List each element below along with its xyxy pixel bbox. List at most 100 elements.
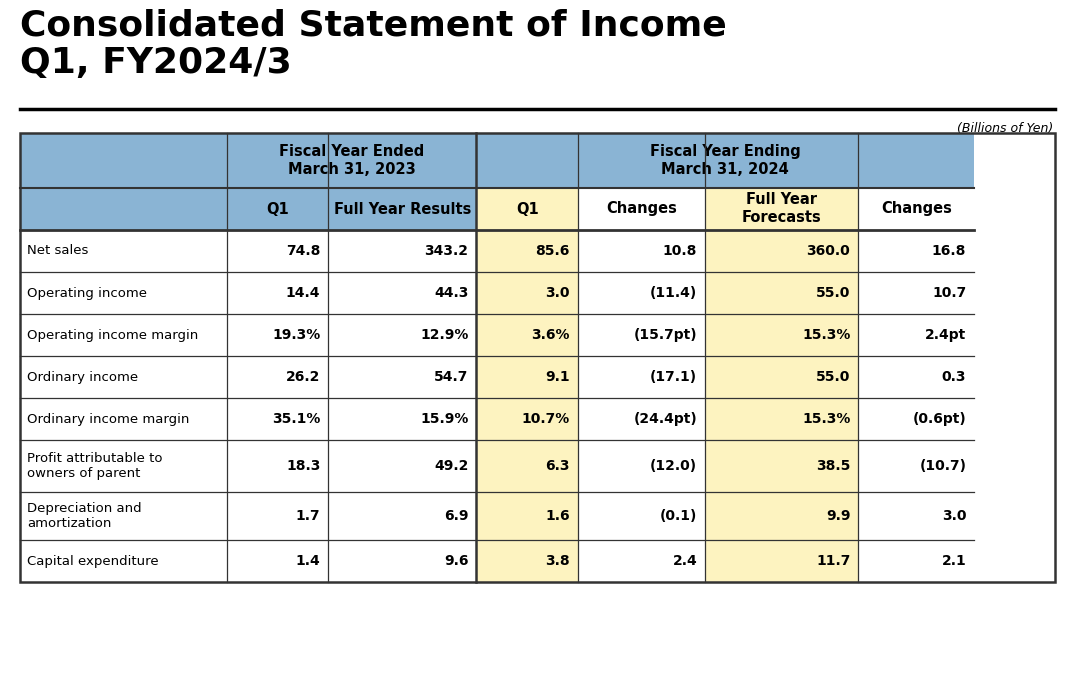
- Text: 16.8: 16.8: [932, 244, 966, 258]
- Text: 14.4: 14.4: [286, 286, 320, 300]
- Bar: [329, 398, 477, 440]
- Bar: [227, 133, 477, 188]
- Bar: [578, 314, 705, 356]
- Bar: [227, 356, 329, 398]
- Text: (Billions of Yen): (Billions of Yen): [956, 122, 1053, 135]
- Bar: [20, 398, 227, 440]
- Text: 44.3: 44.3: [434, 286, 468, 300]
- Bar: [477, 398, 578, 440]
- Bar: [477, 440, 578, 492]
- Text: (11.4): (11.4): [650, 286, 697, 300]
- Text: 3.0: 3.0: [941, 509, 966, 523]
- Bar: [477, 492, 578, 540]
- Text: Capital expenditure: Capital expenditure: [27, 554, 159, 567]
- Bar: [20, 133, 227, 188]
- Bar: [20, 133, 1055, 582]
- Text: 15.3%: 15.3%: [802, 412, 850, 426]
- Text: Ordinary income margin: Ordinary income margin: [27, 412, 190, 425]
- Bar: [477, 272, 578, 314]
- Text: 9.1: 9.1: [545, 370, 570, 384]
- Bar: [20, 440, 227, 492]
- Bar: [705, 356, 858, 398]
- Text: 85.6: 85.6: [536, 244, 570, 258]
- Text: 343.2: 343.2: [424, 244, 468, 258]
- Bar: [858, 314, 975, 356]
- Text: 3.8: 3.8: [545, 554, 570, 568]
- Bar: [578, 272, 705, 314]
- Bar: [329, 314, 477, 356]
- Text: Changes: Changes: [606, 201, 677, 216]
- Bar: [705, 188, 858, 230]
- Text: Fiscal Year Ending
March 31, 2024: Fiscal Year Ending March 31, 2024: [650, 144, 801, 177]
- Bar: [858, 492, 975, 540]
- Bar: [227, 272, 329, 314]
- Text: Profit attributable to
owners of parent: Profit attributable to owners of parent: [27, 452, 163, 480]
- Text: Operating income: Operating income: [27, 287, 147, 299]
- Bar: [20, 230, 227, 272]
- Text: 55.0: 55.0: [816, 286, 850, 300]
- Bar: [858, 540, 975, 582]
- Bar: [858, 356, 975, 398]
- Text: Changes: Changes: [880, 201, 952, 216]
- Bar: [477, 230, 578, 272]
- Text: 55.0: 55.0: [816, 370, 850, 384]
- Bar: [705, 314, 858, 356]
- Text: (0.6pt): (0.6pt): [912, 412, 966, 426]
- Text: Full Year Results: Full Year Results: [334, 201, 471, 216]
- Bar: [227, 540, 329, 582]
- Bar: [329, 272, 477, 314]
- Bar: [329, 440, 477, 492]
- Bar: [578, 356, 705, 398]
- Text: 15.9%: 15.9%: [420, 412, 468, 426]
- Text: 360.0: 360.0: [806, 244, 850, 258]
- Bar: [578, 398, 705, 440]
- Text: Depreciation and
amortization: Depreciation and amortization: [27, 502, 141, 530]
- Bar: [227, 440, 329, 492]
- Bar: [20, 188, 227, 230]
- Text: 2.4pt: 2.4pt: [925, 328, 966, 342]
- Bar: [858, 440, 975, 492]
- Text: 1.7: 1.7: [296, 509, 320, 523]
- Bar: [329, 188, 477, 230]
- Bar: [477, 188, 578, 230]
- Bar: [20, 492, 227, 540]
- Text: 18.3: 18.3: [286, 459, 320, 473]
- Text: Net sales: Net sales: [27, 245, 89, 258]
- Bar: [20, 356, 227, 398]
- Bar: [227, 398, 329, 440]
- Text: 9.6: 9.6: [444, 554, 468, 568]
- Text: Ordinary income: Ordinary income: [27, 370, 138, 383]
- Text: Consolidated Statement of Income: Consolidated Statement of Income: [20, 8, 727, 42]
- Text: 2.4: 2.4: [673, 554, 697, 568]
- Text: 9.9: 9.9: [826, 509, 850, 523]
- Bar: [858, 230, 975, 272]
- Bar: [477, 540, 578, 582]
- Text: 12.9%: 12.9%: [420, 328, 468, 342]
- Text: 6.9: 6.9: [444, 509, 468, 523]
- Text: 35.1%: 35.1%: [272, 412, 320, 426]
- Text: 0.3: 0.3: [941, 370, 966, 384]
- Text: 19.3%: 19.3%: [272, 328, 320, 342]
- Bar: [705, 492, 858, 540]
- Text: Q1, FY2024/3: Q1, FY2024/3: [20, 46, 291, 80]
- Bar: [227, 188, 329, 230]
- Text: 11.7: 11.7: [816, 554, 850, 568]
- Text: 2.1: 2.1: [941, 554, 966, 568]
- Text: 10.7: 10.7: [932, 286, 966, 300]
- Text: 54.7: 54.7: [434, 370, 468, 384]
- Bar: [578, 230, 705, 272]
- Bar: [227, 492, 329, 540]
- Bar: [477, 314, 578, 356]
- Text: Fiscal Year Ended
March 31, 2023: Fiscal Year Ended March 31, 2023: [280, 144, 424, 177]
- Bar: [705, 540, 858, 582]
- Text: 26.2: 26.2: [286, 370, 320, 384]
- Bar: [20, 540, 227, 582]
- Text: (17.1): (17.1): [650, 370, 697, 384]
- Bar: [705, 440, 858, 492]
- Bar: [329, 492, 477, 540]
- Bar: [329, 230, 477, 272]
- Bar: [705, 272, 858, 314]
- Text: 38.5: 38.5: [816, 459, 850, 473]
- Text: (24.4pt): (24.4pt): [633, 412, 697, 426]
- Text: 10.8: 10.8: [663, 244, 697, 258]
